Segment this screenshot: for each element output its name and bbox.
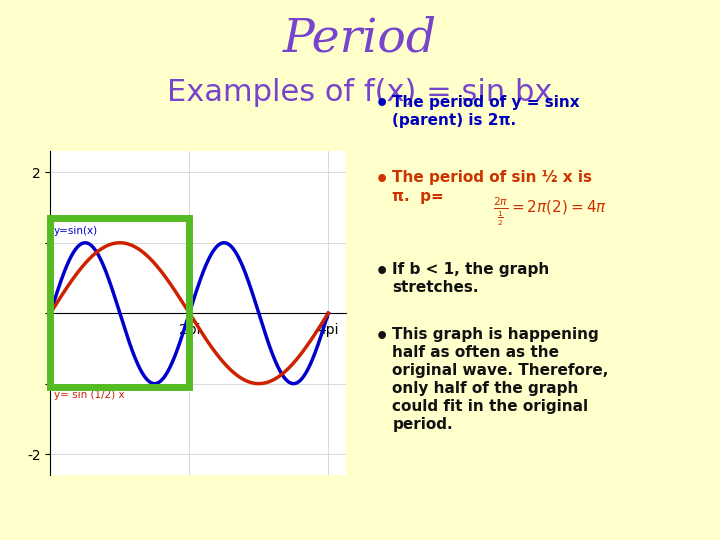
Text: y= sin (1/2) x: y= sin (1/2) x [54, 390, 125, 400]
Text: If b < 1, the graph
stretches.: If b < 1, the graph stretches. [392, 262, 549, 295]
Text: •: • [374, 94, 389, 114]
Text: The period of sin ½ x is
π.  p=: The period of sin ½ x is π. p= [392, 170, 593, 204]
Text: y=sin(x): y=sin(x) [54, 226, 98, 237]
Text: •: • [374, 262, 389, 282]
Bar [50, 218, 189, 387]
Text: This graph is happening
half as often as the
original wave. Therefore,
only half: This graph is happening half as often as… [392, 327, 609, 431]
Text: •: • [374, 327, 389, 347]
Text: Examples of f(x) = sin bx: Examples of f(x) = sin bx [167, 78, 553, 107]
Text: The period of y = sinx
(parent) is 2π.: The period of y = sinx (parent) is 2π. [392, 94, 580, 128]
Text: $\frac{2\pi}{\frac{1}{2}} = 2\pi(2) = 4\pi$: $\frac{2\pi}{\frac{1}{2}} = 2\pi(2) = 4\… [493, 195, 608, 228]
Text: Period: Period [283, 16, 437, 62]
Text: •: • [374, 170, 389, 190]
